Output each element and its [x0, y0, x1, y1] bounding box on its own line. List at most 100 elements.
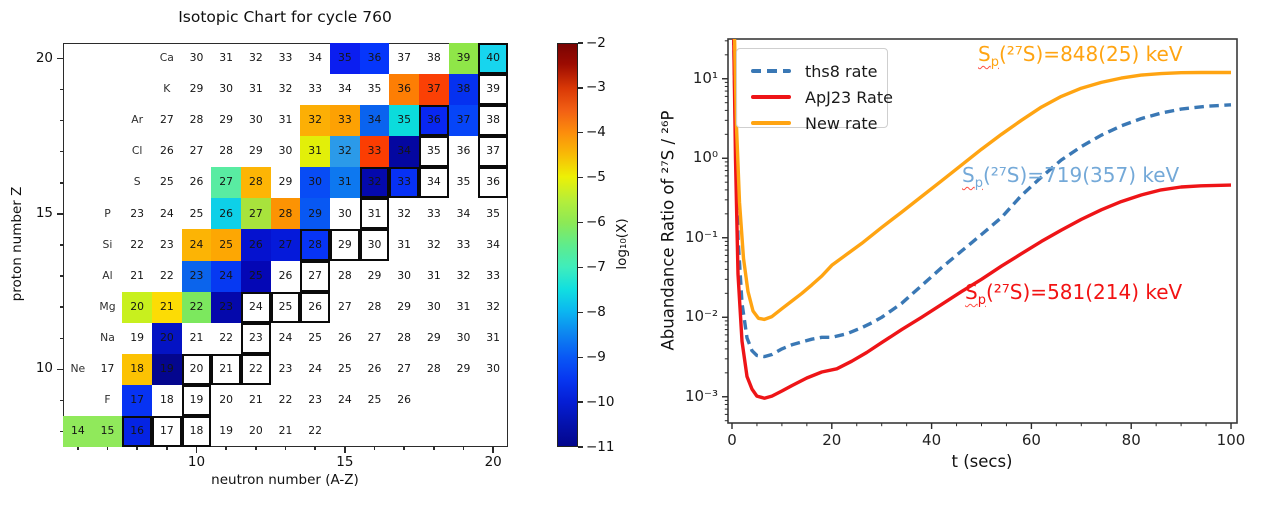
- tick-label: 10: [187, 454, 206, 470]
- isotope-cell: 28: [367, 299, 382, 313]
- tick: [106, 447, 109, 451]
- isotope-cell: 31: [426, 268, 441, 282]
- tick-label: 15: [336, 454, 354, 470]
- isotope-cell: 23: [181, 260, 212, 292]
- isotope-cell: 28: [397, 330, 412, 344]
- annotation-prefix: Sp: [965, 280, 986, 308]
- isotope-cell: 27: [189, 144, 204, 158]
- isotope-cell: 26: [337, 330, 352, 344]
- isotope-cell: 34: [486, 237, 501, 251]
- tick: [578, 42, 583, 44]
- tick: [578, 311, 583, 314]
- tick: [344, 447, 346, 453]
- isotope-cell: 33: [389, 167, 419, 199]
- tick: [59, 151, 63, 153]
- tick: [57, 213, 63, 215]
- legend-label: ths8 rate: [805, 61, 878, 81]
- isotope-cell: 38: [426, 51, 441, 65]
- isotope-cell: 24: [308, 361, 323, 375]
- isotope-cell: 31: [219, 51, 234, 65]
- isotope-cell: 37: [478, 136, 508, 168]
- tick-label: 10¹: [692, 68, 718, 87]
- abundance-ratio-panel: Abuandance Ratio of ²⁷S / ²⁶P 0 20 40 60 80 1…: [633, 0, 1267, 508]
- left-chart-title: Isotopic Chart for cycle 760: [178, 8, 392, 26]
- tick-label: 10⁻²: [684, 307, 718, 326]
- isotope-cell: 33: [456, 237, 471, 251]
- annotation-prefix: Sp: [978, 42, 999, 70]
- tick: [77, 447, 79, 451]
- isotope-cell: 26: [367, 361, 382, 375]
- isotope-cell: 33: [278, 51, 293, 65]
- colorbar-tick-label: −2: [586, 34, 606, 51]
- tick: [59, 337, 63, 339]
- isotope-cell: 24: [211, 260, 241, 292]
- isotope-cell: 19: [219, 424, 234, 438]
- tick: [57, 57, 63, 60]
- tick: [225, 447, 227, 451]
- tick: [462, 447, 465, 451]
- isotope-cell: 32: [248, 51, 263, 65]
- tick: [578, 87, 583, 89]
- isotope-cell: 22: [181, 291, 212, 323]
- tick: [433, 447, 435, 451]
- isotope-cell: 37: [419, 74, 449, 106]
- isotope-cell: 38: [478, 105, 508, 137]
- tick: [578, 356, 583, 358]
- isotope-cell: 30: [359, 229, 390, 261]
- colorbar-tick-label: −8: [586, 303, 606, 320]
- isotope-cell: 25: [211, 229, 241, 261]
- tick: [59, 244, 63, 246]
- isotope-cell: 14: [63, 415, 93, 447]
- tick: [59, 430, 63, 433]
- tick-label: 20: [35, 49, 53, 66]
- tick: [59, 399, 63, 402]
- isotope-cell: 36: [389, 74, 419, 106]
- tick: [136, 447, 138, 451]
- isotope-cell: 29: [330, 229, 360, 261]
- tick-label: 10⁻³: [684, 386, 718, 405]
- colorbar-gradient: [557, 43, 578, 447]
- tick-label: 100: [1216, 431, 1246, 449]
- isotope-cell: 39: [478, 74, 508, 106]
- isotope-cell: 32: [397, 206, 412, 220]
- isotope-cell: 33: [426, 206, 441, 220]
- isotope-cell: 26: [278, 268, 293, 282]
- isotope-cell: 36: [419, 105, 449, 137]
- legend-item: ths8 rate: [751, 58, 878, 84]
- colorbar-tick-label: −6: [586, 214, 606, 231]
- tick-label: 20: [822, 431, 842, 449]
- isotope-cell: 22: [130, 237, 145, 251]
- isotope-cell: 28: [219, 144, 234, 158]
- isotope-cell: 24: [241, 291, 271, 323]
- isotope-cell: 38: [448, 74, 479, 106]
- isotope-cell: 28: [337, 268, 352, 282]
- tick: [166, 447, 168, 451]
- isotope-cell: 16: [122, 415, 152, 447]
- isotope-cell: 29: [426, 330, 441, 344]
- legend-label: New rate: [805, 113, 878, 133]
- isotope-cell: 33: [486, 268, 501, 282]
- left-chart-ylabel: proton number Z: [9, 186, 25, 302]
- element-label: Ar: [131, 113, 144, 127]
- element-label: Ne: [70, 361, 86, 375]
- legend-item: New rate: [751, 110, 878, 136]
- isotope-cell: 34: [389, 136, 419, 168]
- isotope-cell: 27: [397, 361, 412, 375]
- isotope-cell: 21: [278, 424, 293, 438]
- isotope-cell: 27: [337, 299, 352, 313]
- line-plot: [722, 38, 1238, 429]
- isotope-cell: 31: [300, 136, 330, 168]
- isotope-cell: 31: [278, 113, 293, 127]
- isotope-cell: 36: [359, 43, 390, 75]
- isotope-cell: 28: [426, 361, 441, 375]
- isotope-cell: 22: [219, 330, 234, 344]
- isotope-cell: 35: [330, 43, 360, 75]
- colorbar-tick-label: −9: [586, 348, 606, 365]
- isotope-cell: 30: [219, 82, 234, 96]
- tick: [284, 447, 287, 451]
- legend-line-sample: [751, 69, 791, 73]
- colorbar-tick-label: −11: [586, 438, 615, 455]
- tick: [255, 447, 257, 451]
- isotope-cell: 29: [300, 198, 330, 230]
